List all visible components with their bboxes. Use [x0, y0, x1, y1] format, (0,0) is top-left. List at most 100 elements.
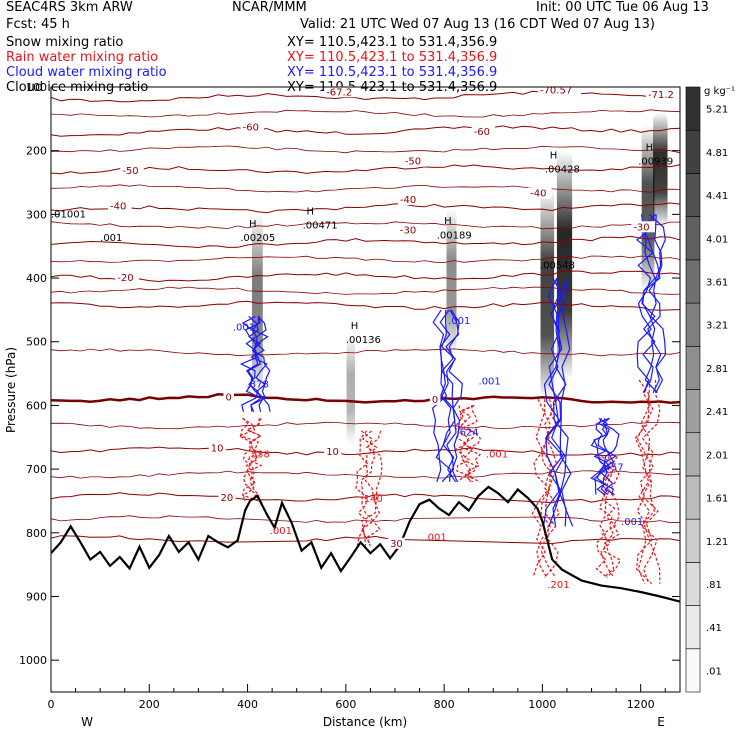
colorbar-label-1: .41 — [706, 623, 722, 634]
isotherm--50 — [51, 164, 680, 175]
contour-label-bg-1 — [537, 84, 581, 96]
contour-label-17: 20 — [221, 493, 234, 504]
max-label-8: H — [550, 150, 558, 161]
valid-time: Valid: 21 UTC Wed 07 Aug 13 (16 CDT Wed … — [300, 17, 655, 32]
terrain-line — [51, 485, 680, 603]
colorbar-label-10: 4.01 — [706, 234, 728, 245]
contour-label-bg-13 — [223, 391, 234, 403]
cloud-water-contour-3-4 — [602, 417, 620, 495]
isotherm-mid-6 — [51, 348, 680, 357]
terrain-layer — [51, 485, 680, 603]
isotherm-0 — [51, 393, 680, 404]
isotherm-mid-1 — [51, 145, 680, 154]
isotherm-30 — [51, 535, 680, 545]
x-tick-label-800: 800 — [434, 698, 455, 711]
contour-label-bg-5 — [120, 165, 144, 177]
colorbar-label-8: 3.21 — [706, 321, 728, 332]
cloud-water-contour-4-3 — [647, 214, 664, 393]
rain-contour-3-3 — [544, 398, 560, 578]
contour-label-bg-0 — [324, 86, 361, 98]
colorbar-label-7: 2.81 — [706, 364, 728, 375]
contour-label-5: -50 — [122, 166, 138, 177]
cloud-water-contour-0-4 — [252, 316, 271, 412]
field-label-rain: Rain water mixing ratio — [6, 50, 159, 65]
x-tick-label-200: 200 — [139, 698, 160, 711]
x-tick-label-400: 400 — [237, 698, 258, 711]
contour-label-12: -20 — [117, 273, 133, 284]
snow-shading-layer — [251, 112, 668, 444]
x-tick-label-1200: 1200 — [627, 698, 655, 711]
field-xy-snow: XY= 110.5,423.1 to 531.4,356.9 — [287, 35, 498, 50]
cloud-water-contour-4-1 — [640, 214, 656, 394]
max-label-25: .001 — [486, 450, 508, 461]
contour-label-13: 0 — [225, 392, 231, 403]
colorbar-swatch-5 — [685, 432, 701, 477]
max-label-2: H — [307, 206, 315, 217]
colorbar-swatch-3 — [685, 518, 701, 563]
contour-label-11: -30 — [633, 222, 649, 233]
rain-contour-4-0 — [595, 456, 610, 578]
y-tick-label-900: 900 — [26, 590, 47, 603]
contour-label-8: -40 — [400, 195, 416, 206]
temperature-contours — [51, 90, 680, 545]
y-tick-label-1000: 1000 — [19, 654, 47, 667]
plot-frame — [50, 86, 681, 693]
cloud-water-contour-3-1 — [593, 418, 610, 495]
colorbar-label-13: 5.21 — [706, 105, 728, 116]
snow-shaft-2 — [346, 335, 355, 444]
colorbar-label-11: 4.41 — [706, 191, 728, 202]
isotherm--40 — [51, 202, 680, 214]
max-label-5: .00189 — [437, 231, 472, 242]
cloud-water-contour-1-1 — [435, 309, 452, 482]
colorbar-swatch-1 — [685, 605, 701, 650]
field-label-snow: Snow mixing ratio — [6, 35, 124, 50]
contour-label-18: 30 — [390, 539, 403, 550]
y-tick-label-200: 200 — [26, 145, 47, 158]
max-label-27: .001 — [270, 526, 292, 537]
y-tick-label-400: 400 — [26, 272, 47, 285]
cloud-water-contour-0-3 — [250, 315, 268, 412]
isotherm--60 — [51, 125, 680, 137]
colorbar-label-0: .01 — [706, 666, 722, 677]
colorbar-swatch-8 — [685, 302, 701, 347]
contour-label-bg-7 — [107, 200, 132, 212]
isotherm-mid-5 — [51, 286, 680, 295]
colorbar-swatch-7 — [685, 345, 701, 390]
x-tick-label-0: 0 — [48, 698, 55, 711]
contour-label-bg-11 — [631, 221, 655, 233]
max-label-14: .001 — [100, 233, 122, 244]
contour-label-bg-10 — [397, 224, 422, 236]
max-label-15: .001 — [233, 322, 255, 333]
isotherm-mid-9 — [51, 515, 680, 524]
contour-label-7: -40 — [110, 201, 126, 212]
y-tick-label-600: 600 — [26, 399, 47, 412]
max-label-21: .001 — [621, 517, 643, 528]
cloud-water-contour-2-4 — [559, 277, 574, 527]
y-axis-label: Pressure (hPa) — [4, 347, 18, 433]
contour-label-1: -70.57 — [540, 85, 572, 96]
rain-contour-4-1 — [599, 456, 615, 578]
colorbar-swatch-10 — [685, 216, 701, 261]
colorbar: .01 .41 .81 1.21 1.61 2.01 2.41 2.81 3.21 3.61 4.0… — [685, 86, 728, 693]
isotherm-10 — [51, 446, 680, 457]
contour-label-bg-2 — [646, 88, 683, 100]
contour-label-bg-17 — [218, 491, 236, 503]
cloud-water-contour-1-4 — [445, 309, 463, 483]
rain-contour-1-3 — [365, 430, 383, 546]
rain-contour-0-1 — [239, 417, 259, 502]
contour-label-bg-8 — [397, 193, 422, 205]
colorbar-label-12: 4.81 — [706, 148, 728, 159]
contour-label-0: -67.2 — [326, 87, 352, 98]
snow-shaft-6 — [653, 112, 668, 228]
contour-label-bg-4 — [471, 125, 496, 137]
colorbar-swatch-9 — [685, 259, 701, 304]
isotherm--30 — [51, 235, 680, 249]
contour-label-bg-14 — [429, 393, 441, 405]
contour-label-bg-9 — [528, 187, 552, 199]
rain-contour-5-0 — [634, 379, 651, 584]
colorbar-swatch-11 — [685, 173, 701, 217]
max-label-12: .00548 — [540, 261, 575, 272]
rain-contour-1-2 — [361, 430, 378, 546]
x-end-label-west: W — [81, 715, 93, 729]
colorbar-swatch-6 — [685, 389, 701, 434]
